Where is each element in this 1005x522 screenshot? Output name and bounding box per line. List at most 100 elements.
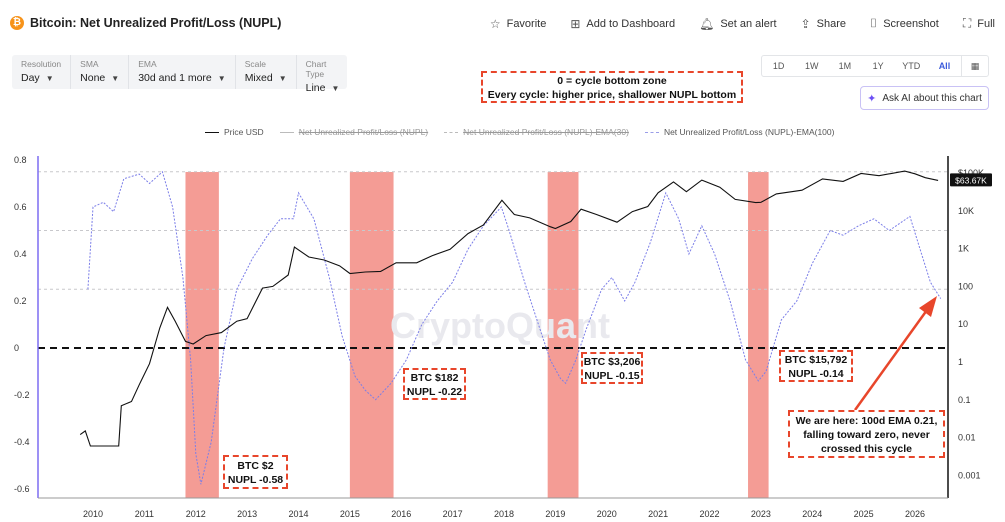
bottom-zone-2 [349,172,394,498]
chevron-down-icon: ▼ [331,84,340,93]
x-tick-label: 2023 [751,509,771,519]
x-tick-label: 2018 [494,509,514,519]
chart-legend: Price USD Net Unrealized Profit/Loss (NU… [205,127,834,137]
nupl-ema100-line [87,170,942,485]
calendar-icon[interactable]: ▦ [961,56,988,76]
legend-item-nupl-ema100[interactable]: Net Unrealized Profit/Loss (NUPL)-EMA(10… [644,127,835,137]
set-alert-label: Set an alert [720,17,777,30]
camera-icon: ⌷ [870,16,878,30]
chart-type-select[interactable]: Chart Type Line ▼ [297,55,349,94]
chart-title: Bitcoin: Net Unrealized Profit/Loss (NUP… [30,16,282,30]
bitcoin-logo-icon: ₿ [10,16,24,30]
annotation-top-line1: 0 = cycle bottom zone [557,75,667,87]
y-left-tick-label: -0.4 [14,437,30,447]
y-left-tick-label: 0.6 [14,202,27,212]
y-right-tick-label: 10K [958,206,974,216]
ema-value: 30d and 1 more [138,72,212,84]
chevron-down-icon: ▼ [111,74,120,83]
chart-header: ₿ Bitcoin: Net Unrealized Profit/Loss (N… [0,0,1005,48]
screenshot-label: Screenshot [883,17,939,30]
y-left-tick-label: -0.6 [14,484,30,494]
callout-2012: BTC $2 NUPL -0.58 [223,455,288,489]
header-actions: ☆ Favorite ⊞ Add to Dashboard 🔔︎ Set an … [490,16,995,31]
chart-controls: Resolution Day ▼ SMA None ▼ EMA 30d and 1 … [12,55,349,94]
favorite-label: Favorite [506,17,547,30]
chart-type-label: Chart Type [305,59,327,79]
x-tick-label: 2025 [854,509,874,519]
callout-2019-line1: BTC $3,206 [583,356,641,368]
range-1d[interactable]: 1D [772,61,785,71]
x-tick-label: 2020 [597,509,617,519]
sparkle-icon: ✦ [867,92,877,105]
x-tick-label: 2026 [905,509,925,519]
callout-2015: BTC $182 NUPL -0.22 [403,368,466,400]
y-left-tick-label: 0.2 [14,296,27,306]
range-1m[interactable]: 1M [838,61,852,71]
share-button[interactable]: ⇪ Share [801,16,846,31]
callout-now-line2: falling toward zero, never [803,429,930,441]
callout-2015-line1: BTC $182 [410,372,459,384]
fullscreen-button[interactable]: ⛶ Full [963,16,995,31]
share-label: Share [816,17,846,30]
x-tick-label: 2013 [237,509,257,519]
legend-swatch [444,131,459,133]
resolution-label: Resolution [21,59,62,69]
scale-select[interactable]: Scale Mixed ▼ [236,55,297,89]
screenshot-button[interactable]: ⌷ Screenshot [870,16,939,31]
share-icon: ⇪ [800,16,811,31]
y-right-tick-label: $100K [958,168,984,178]
bell-icon: 🔔︎ [699,16,715,31]
ema-select[interactable]: EMA 30d and 1 more ▼ [129,55,236,89]
annotation-arrow [853,296,937,411]
callout-2019: BTC $3,206 NUPL -0.15 [581,352,643,384]
y-right-tick-label: 0.001 [958,470,981,480]
ask-ai-label: Ask AI about this chart [882,92,982,104]
legend-item-price[interactable]: Price USD [205,127,264,137]
scale-value: Mixed [244,72,273,84]
x-tick-label: 2012 [186,509,206,519]
chart-type-value: Line [305,82,326,94]
ema-label: EMA [138,59,157,69]
range-1y[interactable]: 1Y [872,61,884,71]
x-tick-label: 2017 [443,509,463,519]
x-tick-label: 2011 [135,509,154,519]
y-right-tick-label: 0.1 [958,395,971,405]
callout-2019-line2: NUPL -0.15 [584,370,640,382]
ask-ai-button[interactable]: ✦ Ask AI about this chart [860,86,989,110]
arrow-head [919,296,937,317]
sma-select[interactable]: SMA None ▼ [71,55,130,89]
callout-2015-line2: NUPL -0.22 [406,386,463,398]
fullscreen-icon: ⛶ [962,16,972,30]
set-alert-button[interactable]: 🔔︎ Set an alert [699,16,777,31]
callout-2012-line1: BTC $2 [237,460,274,472]
legend-swatch [279,131,294,133]
y-right-tick-label: 100 [958,281,973,291]
resolution-select[interactable]: Resolution Day ▼ [12,55,72,89]
annotation-top-line2: Every cycle: higher price, shallower NUP… [487,89,737,101]
bottom-zone-1 [185,172,219,498]
callout-2022-line1: BTC $15,792 [784,354,848,366]
legend-swatch [644,131,659,133]
favorite-button[interactable]: ☆ Favorite [490,16,547,31]
range-all[interactable]: All [938,61,951,71]
x-tick-label: 2019 [545,509,565,519]
legend-label-nupl: Net Unrealized Profit/Loss (NUPL) [298,127,429,137]
y-left-tick-label: 0.8 [14,155,27,165]
legend-item-nupl[interactable]: Net Unrealized Profit/Loss (NUPL) [279,127,429,137]
chevron-down-icon: ▼ [278,74,287,83]
bottom-zones [185,172,769,498]
x-tick-label: 2024 [802,509,822,519]
bottom-zone-3 [547,172,579,498]
range-1w[interactable]: 1W [805,61,819,71]
legend-label-nupl-ema100: Net Unrealized Profit/Loss (NUPL)-EMA(10… [663,127,835,137]
legend-label-price: Price USD [224,127,264,137]
annotation-cycle-bottom-zone: 0 = cycle bottom zone Every cycle: highe… [481,71,743,103]
legend-item-nupl-ema30[interactable]: Net Unrealized Profit/Loss (NUPL)-EMA(30… [444,127,629,137]
series-price [79,170,939,447]
fullscreen-label: Full [977,17,995,30]
range-ytd[interactable]: YTD [902,61,921,71]
y-right-tick-label: 10 [958,319,968,329]
chevron-down-icon: ▼ [45,74,54,83]
arrow-shaft [853,309,929,411]
add-to-dashboard-button[interactable]: ⊞ Add to Dashboard [570,16,675,31]
